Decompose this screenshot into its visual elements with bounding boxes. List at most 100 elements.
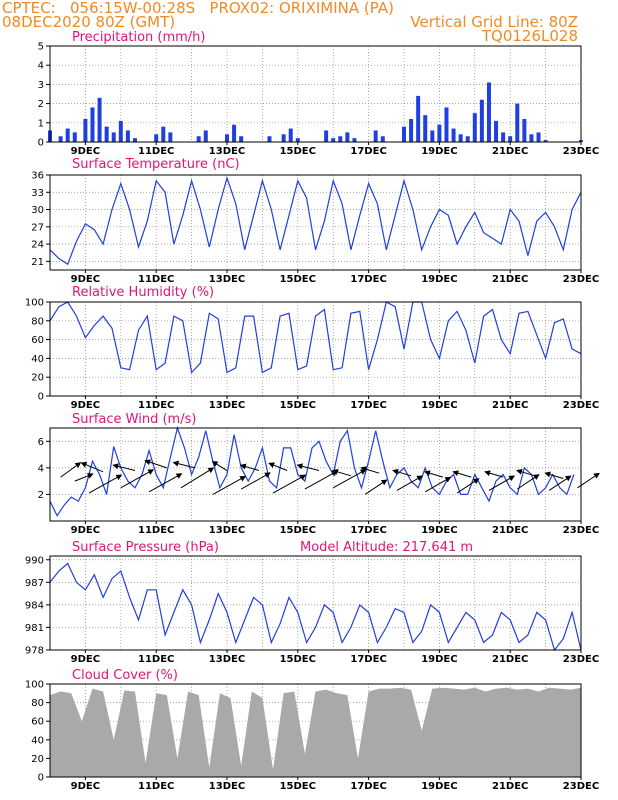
precip-bar xyxy=(522,118,527,142)
precip-bar xyxy=(515,103,520,142)
wind-arrow xyxy=(304,470,339,490)
precip-bar xyxy=(295,138,300,142)
wind-arrow xyxy=(396,475,423,491)
x-tick-label: 19DEC xyxy=(421,400,457,411)
y-tick-label: 0 xyxy=(38,773,44,784)
x-tick-label: 9DEC xyxy=(71,781,100,792)
wind-arrow xyxy=(484,470,504,478)
precip-bar xyxy=(104,126,109,142)
x-tick-label: 15DEC xyxy=(280,400,316,411)
wind-arrow xyxy=(272,474,307,494)
x-tick-label: 15DEC xyxy=(280,781,316,792)
x-tick-label: 21DEC xyxy=(492,654,528,665)
wind-arrow xyxy=(456,478,480,494)
precip-bar xyxy=(444,107,449,142)
wind-arrow xyxy=(88,474,123,494)
x-tick-label: 19DEC xyxy=(421,781,457,792)
precip-bar xyxy=(161,126,166,142)
x-tick-label: 17DEC xyxy=(350,274,386,285)
x-tick-label: 17DEC xyxy=(350,146,386,157)
y-tick-label: 80 xyxy=(31,316,44,327)
series-line xyxy=(49,175,582,266)
y-tick-label: 2 xyxy=(38,99,44,110)
y-tick-label: 20 xyxy=(31,754,44,765)
y-tick-label: 40 xyxy=(31,354,44,365)
x-tick-label: 13DEC xyxy=(209,525,245,536)
y-tick-label: 4 xyxy=(38,61,44,72)
panel-5: 0 20 40 60 80 100 9DEC 11DEC 13DEC 15DEC 17DEC 19DE… xyxy=(25,668,599,792)
wind-arrow xyxy=(239,463,260,471)
precip-bar xyxy=(97,97,102,142)
series-line xyxy=(49,301,582,374)
y-tick-label: 978 xyxy=(25,646,44,657)
wind-arrow xyxy=(516,468,536,477)
wind-arrow xyxy=(424,476,452,493)
x-tick-label: 23DEC xyxy=(563,146,599,157)
precip-bar xyxy=(494,120,499,142)
y-tick-label: 100 xyxy=(25,680,44,691)
precip-bar xyxy=(111,132,116,142)
wind-arrow xyxy=(392,468,412,477)
panel-title: Surface Wind (m/s) xyxy=(72,412,196,427)
precip-bar xyxy=(281,134,286,142)
wind-arrow xyxy=(74,473,94,482)
panel-title: Cloud Cover (%) xyxy=(72,668,178,683)
x-tick-label: 11DEC xyxy=(138,654,174,665)
y-tick-label: 1 xyxy=(38,118,44,129)
panel-title: Precipitation (mm/h) xyxy=(72,30,205,45)
precip-bar xyxy=(267,136,272,142)
x-tick-label: 23DEC xyxy=(563,654,599,665)
wind-arrow xyxy=(212,475,247,495)
y-tick-label: 36 xyxy=(31,171,44,182)
precip-bar xyxy=(437,124,442,142)
precip-bar xyxy=(324,130,329,142)
x-tick-label: 21DEC xyxy=(492,274,528,285)
x-tick-label: 19DEC xyxy=(421,525,457,536)
precip-bar xyxy=(508,136,513,142)
panel-frame xyxy=(49,683,582,778)
precip-bar xyxy=(451,128,456,142)
wind-arrow xyxy=(364,479,388,495)
wind-arrow xyxy=(148,473,183,493)
precip-bar xyxy=(352,138,357,142)
x-tick-label: 9DEC xyxy=(71,525,100,536)
panel-0: 0 1 2 3 4 5 9DEC 11DEC 13DEC 15DEC 17DEC 19DEC 21DEC… xyxy=(38,30,600,157)
precip-bar xyxy=(58,136,63,142)
precip-bar xyxy=(529,134,534,142)
panel-frame xyxy=(49,174,582,271)
y-tick-label: 987 xyxy=(25,578,44,589)
y-tick-label: 3 xyxy=(38,80,44,91)
x-tick-label: 23DEC xyxy=(563,400,599,411)
x-tick-label: 13DEC xyxy=(209,781,245,792)
precip-bar xyxy=(501,132,506,142)
panel-title: Surface Temperature (nC) xyxy=(72,157,240,172)
precip-bar xyxy=(196,136,201,142)
header-run-code: TQ0126L028 xyxy=(481,27,578,45)
wind-arrow xyxy=(452,470,472,478)
y-tick-label: 990 xyxy=(25,555,44,566)
precip-bar xyxy=(118,120,123,142)
y-tick-label: 27 xyxy=(31,222,44,233)
x-tick-label: 15DEC xyxy=(280,274,316,285)
y-tick-label: 21 xyxy=(31,257,44,268)
header-date: 08DEC2020 80Z (GMT) xyxy=(2,13,176,31)
wind-arrow xyxy=(517,474,540,490)
precip-bar xyxy=(203,130,208,142)
y-tick-label: 6 xyxy=(38,437,44,448)
x-tick-label: 19DEC xyxy=(421,654,457,665)
precip-bar xyxy=(125,130,130,142)
wind-arrow xyxy=(268,462,288,471)
precip-bar xyxy=(409,118,414,142)
wind-arrow xyxy=(360,466,380,474)
series-line xyxy=(49,562,582,652)
precip-bar xyxy=(225,134,229,142)
header-vertical-grid: Vertical Grid Line: 80Z xyxy=(410,13,578,31)
precip-bar xyxy=(331,138,336,142)
y-tick-label: 40 xyxy=(31,735,44,746)
precip-bar xyxy=(132,138,137,142)
wind-arrow xyxy=(120,469,155,489)
x-tick-label: 11DEC xyxy=(138,525,174,536)
wind-arrow xyxy=(488,475,516,491)
panel-subtitle: Model Altitude: 217.641 m xyxy=(300,540,473,555)
wind-arrow xyxy=(240,472,271,490)
